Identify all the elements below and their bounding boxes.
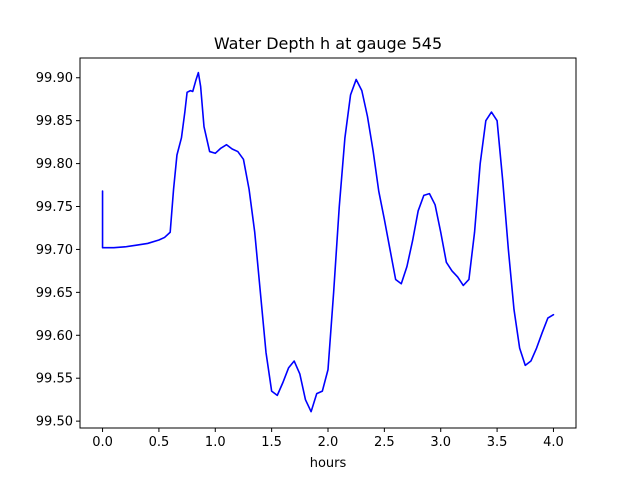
y-tick-label: 99.75 <box>36 200 73 215</box>
x-tick-label: 4.0 <box>543 435 564 450</box>
y-tick-label: 99.50 <box>36 415 73 430</box>
y-tick-label: 99.65 <box>36 286 73 301</box>
y-tick-label: 99.85 <box>36 114 73 129</box>
chart-title: Water Depth h at gauge 545 <box>214 34 442 53</box>
y-tick-label: 99.80 <box>36 157 73 172</box>
x-tick-label: 1.0 <box>205 435 226 450</box>
x-tick-label: 2.5 <box>374 435 395 450</box>
x-tick-label: 0.5 <box>149 435 170 450</box>
y-tick-label: 99.90 <box>36 71 73 86</box>
series-line-0 <box>101 71 555 413</box>
x-tick-label: 3.0 <box>430 435 451 450</box>
x-tick-label: 3.5 <box>487 435 508 450</box>
y-tick-label: 99.70 <box>36 243 73 258</box>
plot-area <box>101 71 555 413</box>
y-tick-label: 99.55 <box>36 372 73 387</box>
x-tick-label: 1.5 <box>261 435 282 450</box>
y-tick-label: 99.60 <box>36 329 73 344</box>
x-tick-label: 2.0 <box>318 435 339 450</box>
axes: 0.0 0.5 1.0 1.5 2.0 2.5 3.0 3.5 4.0 99.50 99.55 99.… <box>36 57 577 450</box>
x-tick-label: 0.0 <box>92 435 113 450</box>
x-axis-label: hours <box>310 456 347 471</box>
